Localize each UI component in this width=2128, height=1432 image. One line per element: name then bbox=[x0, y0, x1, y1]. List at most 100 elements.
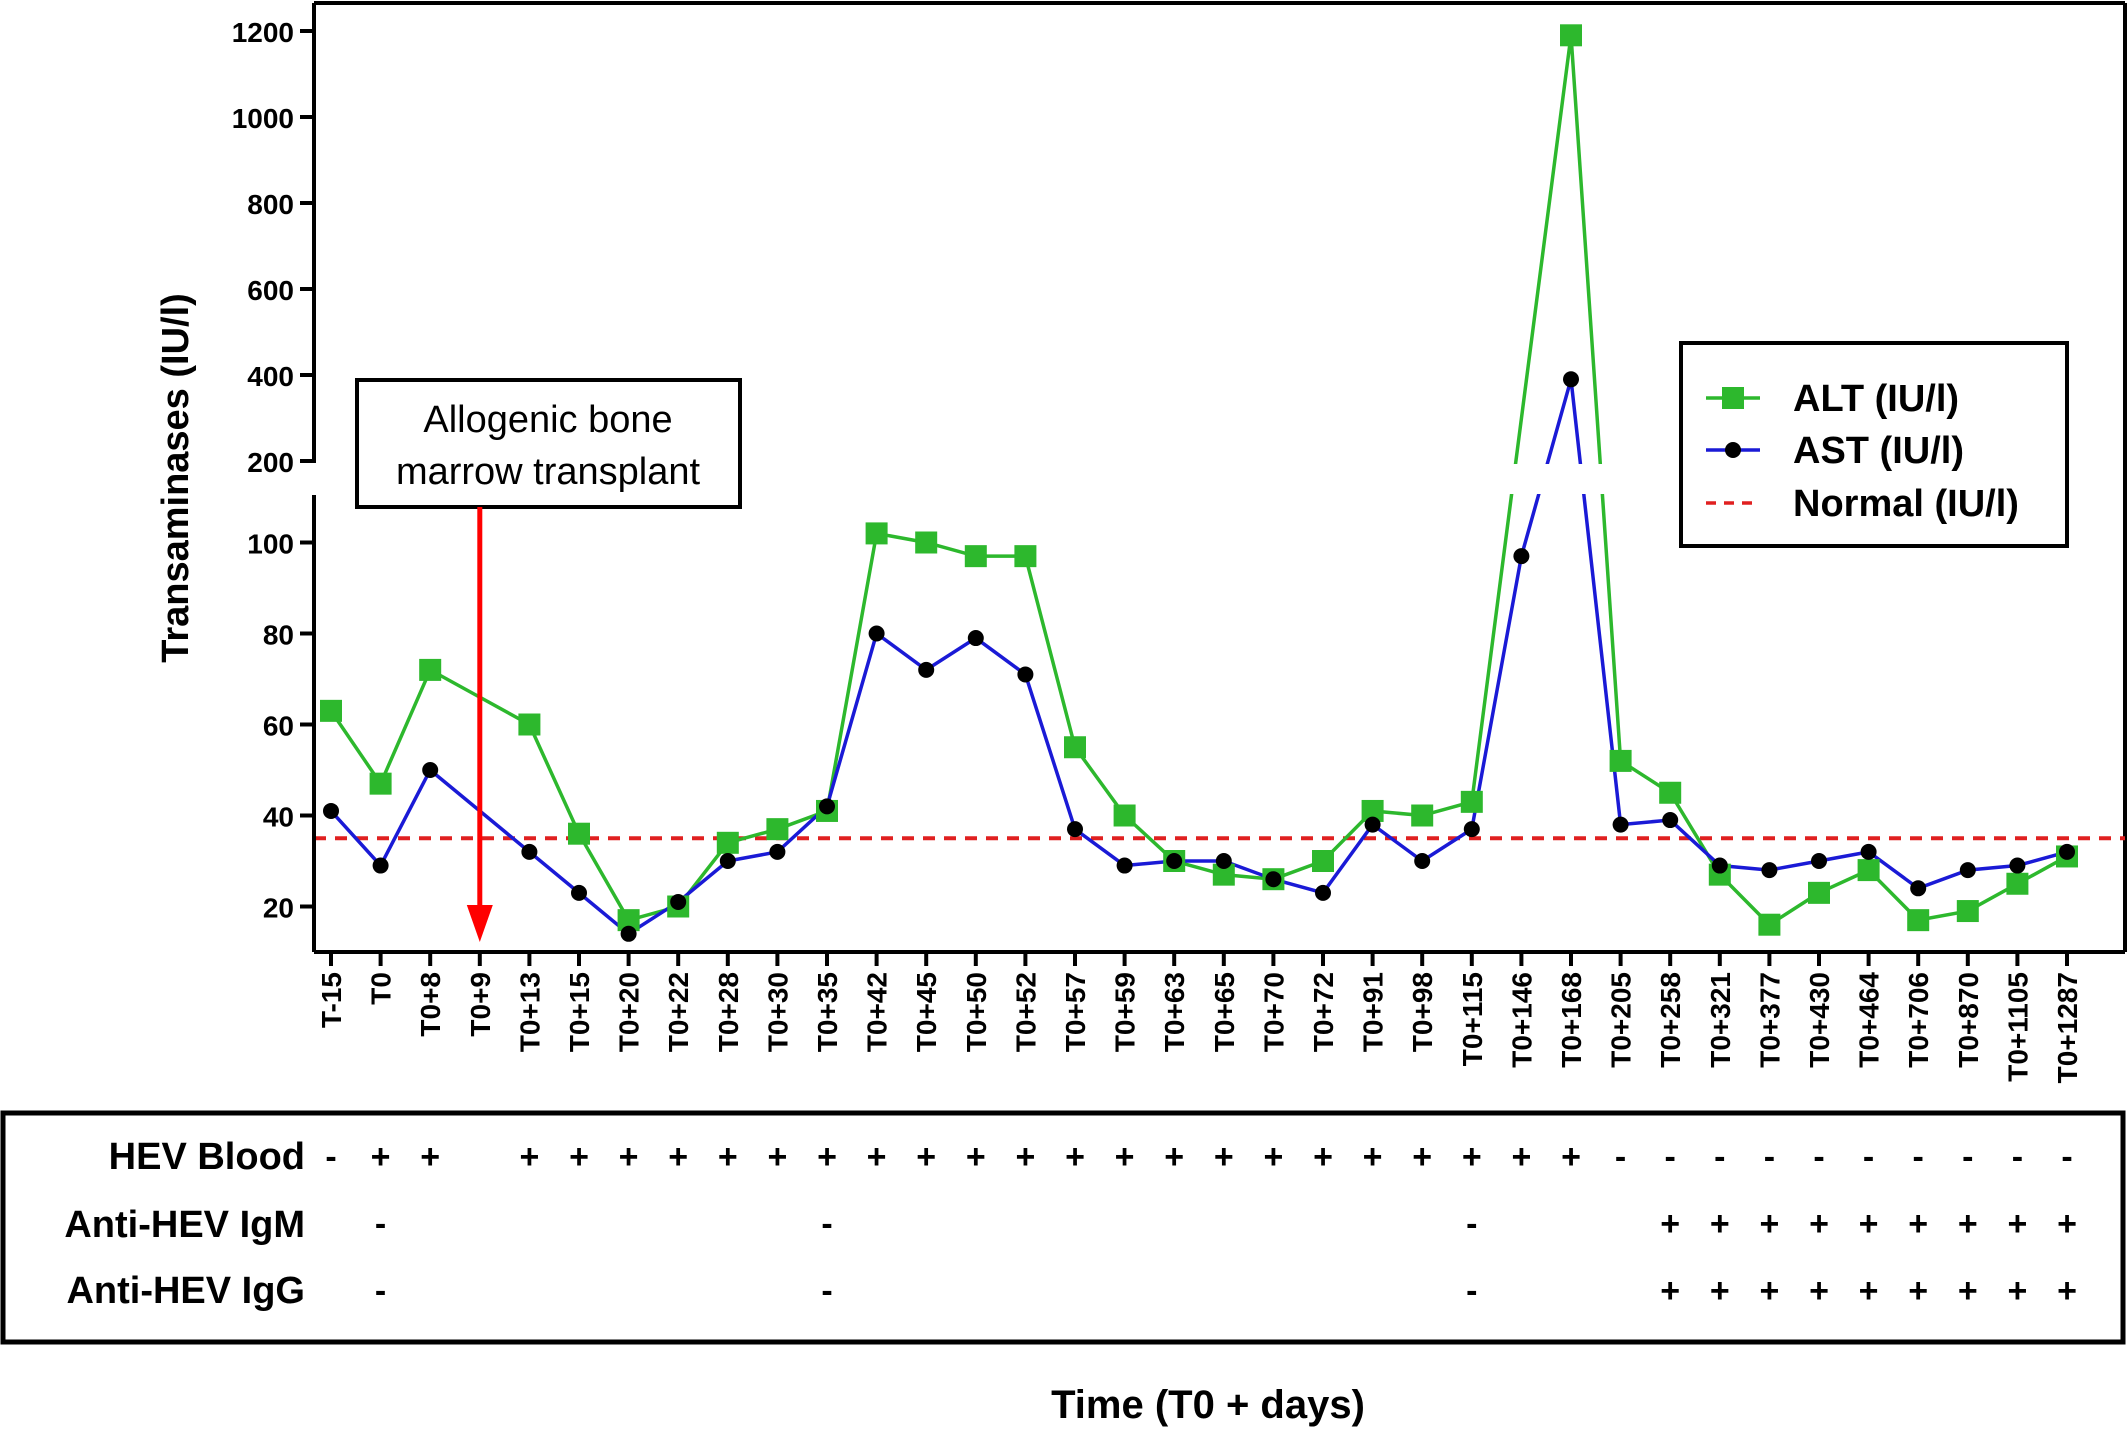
row-label-hev-blood: HEV Blood bbox=[109, 1136, 305, 1178]
table-cell-sign: + bbox=[1313, 1138, 1333, 1176]
x-tick-label: T0+22 bbox=[663, 972, 694, 1052]
x-axis-title: Time (T0 + days) bbox=[1051, 1383, 1365, 1427]
ast-point bbox=[1215, 853, 1232, 869]
y-tick-label: 600 bbox=[247, 275, 294, 306]
ast-point bbox=[819, 798, 835, 815]
x-tick-label: T0+91 bbox=[1358, 972, 1389, 1052]
x-tick-label: T0+15 bbox=[564, 972, 595, 1052]
transplant-annotation: Allogenic bone marrow transplant bbox=[355, 378, 742, 942]
y-tick-label: 1000 bbox=[232, 103, 294, 134]
alt-point bbox=[1064, 736, 1086, 759]
y-tick-label: 800 bbox=[247, 189, 294, 220]
ast-point bbox=[670, 893, 687, 910]
ast-point bbox=[967, 630, 984, 647]
table-cell-sign: + bbox=[2007, 1272, 2027, 1310]
ast-point bbox=[521, 843, 538, 860]
x-tick-label: T0+9 bbox=[465, 972, 496, 1037]
table-cell-sign: - bbox=[1913, 1138, 1924, 1176]
x-tick-label: T0+30 bbox=[762, 972, 793, 1052]
table-cell-sign: + bbox=[1710, 1205, 1730, 1243]
ast-point bbox=[1364, 816, 1381, 833]
table-cell-sign: + bbox=[619, 1138, 639, 1176]
table-cell-sign: + bbox=[1759, 1272, 1779, 1310]
ast-point bbox=[769, 843, 786, 860]
table-cell-sign: + bbox=[519, 1138, 539, 1176]
ast-point bbox=[719, 853, 736, 869]
x-tick-label: T0+464 bbox=[1854, 972, 1885, 1068]
row-label-anti-hev-igm: Anti-HEV IgM bbox=[64, 1204, 305, 1246]
ast-point bbox=[323, 802, 339, 819]
table-cell-sign: + bbox=[718, 1138, 738, 1176]
table-cell-sign: + bbox=[2007, 1205, 2027, 1243]
table-cell-sign: + bbox=[1363, 1138, 1383, 1176]
table-cell-sign: + bbox=[1511, 1138, 1531, 1176]
x-tick-label: T0+50 bbox=[961, 972, 992, 1052]
annotation-arrow-head bbox=[466, 905, 493, 942]
x-tick-label: T0+63 bbox=[1159, 972, 1190, 1052]
table-cell-sign: + bbox=[1958, 1272, 1978, 1310]
y-tick-label: 60 bbox=[263, 711, 294, 742]
alt-point bbox=[617, 909, 640, 932]
ast-point bbox=[1116, 857, 1133, 874]
x-tick-label: T0+1287 bbox=[2052, 972, 2083, 1083]
legend-alt-label: ALT (IU/l) bbox=[1793, 378, 1959, 420]
table-cell-sign: + bbox=[1759, 1205, 1779, 1243]
table-cell-sign: + bbox=[1859, 1272, 1879, 1310]
ast-point bbox=[422, 762, 439, 778]
table-cell-sign: - bbox=[1813, 1138, 1824, 1176]
alt-point bbox=[1758, 913, 1781, 936]
table-cell-sign: - bbox=[325, 1138, 336, 1176]
ast-point bbox=[571, 884, 587, 901]
table-cell-sign: - bbox=[2012, 1138, 2023, 1176]
legend-alt-marker bbox=[1722, 387, 1744, 409]
table-cell-sign: - bbox=[1714, 1138, 1725, 1176]
alt-point bbox=[2006, 872, 2029, 895]
table-cell-sign: - bbox=[821, 1272, 832, 1310]
table-cell-sign: + bbox=[1809, 1272, 1829, 1310]
alt-point bbox=[1113, 804, 1136, 827]
x-tick-label: T0+52 bbox=[1010, 972, 1041, 1052]
table-cell-sign: - bbox=[1466, 1205, 1477, 1243]
alt-point bbox=[1956, 900, 1979, 923]
legend-ast-label: AST (IU/l) bbox=[1793, 430, 1964, 472]
x-tick-label: T0+430 bbox=[1804, 972, 1835, 1068]
x-tick-label: T0+57 bbox=[1060, 972, 1091, 1052]
table-cell-sign: - bbox=[375, 1205, 386, 1243]
plot-area bbox=[314, 1, 2127, 954]
hev-status-table: HEV Blood Anti-HEV IgM Anti-HEV IgG - + + +… bbox=[0, 1110, 2126, 1345]
ast-point bbox=[1315, 884, 1331, 901]
table-cell-sign: + bbox=[1412, 1138, 1432, 1176]
table-cell-sign: + bbox=[1859, 1205, 1879, 1243]
y-tick-label: 1200 bbox=[232, 17, 294, 48]
ast-point bbox=[1017, 666, 1034, 683]
alt-point bbox=[766, 818, 789, 841]
x-tick-label: T0+115 bbox=[1457, 972, 1488, 1066]
ast-point bbox=[918, 661, 935, 678]
alt-point bbox=[716, 831, 739, 854]
alt-point bbox=[320, 699, 342, 722]
y-tick-label: 40 bbox=[263, 802, 294, 833]
x-tick-label: T0 bbox=[366, 972, 397, 1005]
x-tick-label: T0+870 bbox=[1953, 972, 1984, 1068]
table-cell-sign: + bbox=[1214, 1138, 1234, 1176]
alt-point bbox=[964, 545, 987, 568]
alt-point bbox=[1609, 749, 1632, 772]
legend: ALT (IU/l) AST (IU/l) Normal (IU/l) bbox=[1679, 341, 2069, 548]
y-tick-label: 400 bbox=[247, 361, 294, 392]
table-cell-sign: + bbox=[1710, 1272, 1730, 1310]
ast-point bbox=[1563, 371, 1579, 388]
table-cell-sign: + bbox=[2057, 1272, 2077, 1310]
table-cell-sign: + bbox=[1660, 1272, 1680, 1310]
alt-series-line bbox=[329, 35, 2068, 927]
legend-box bbox=[1679, 341, 2069, 548]
y-tick-label: 20 bbox=[263, 893, 294, 924]
y-tick-label: 80 bbox=[263, 620, 294, 651]
alt-point bbox=[1312, 850, 1334, 872]
ast-point bbox=[1463, 821, 1480, 838]
table-cell-sign: + bbox=[1660, 1205, 1680, 1243]
alt-point bbox=[1212, 863, 1235, 886]
alt-point bbox=[1361, 799, 1384, 822]
table-cell-sign: + bbox=[569, 1138, 589, 1176]
table-cell-sign: + bbox=[1015, 1138, 1035, 1176]
